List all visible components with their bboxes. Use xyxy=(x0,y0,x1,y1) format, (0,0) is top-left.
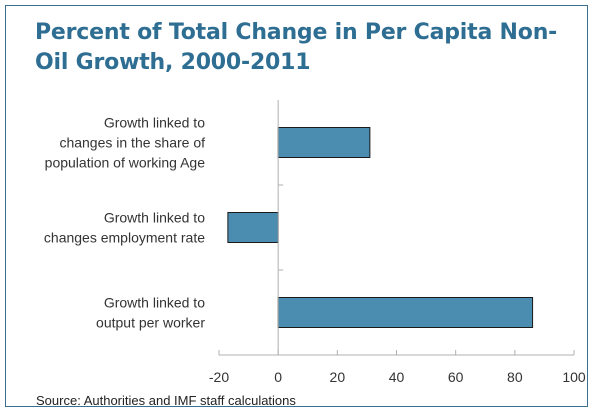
category-label-line: output per worker xyxy=(96,315,205,331)
bar xyxy=(227,212,279,243)
category-label-line: population of working Age xyxy=(45,155,206,171)
x-tick-label: 80 xyxy=(507,369,523,385)
x-tick-label: 40 xyxy=(389,369,405,385)
axes xyxy=(218,100,575,356)
x-tick-label: -20 xyxy=(209,369,229,385)
category-label-line: Growth linked to xyxy=(104,295,205,311)
category-label: Growth linked to changes in the share of p… xyxy=(45,115,206,171)
x-tick-label: 0 xyxy=(274,369,282,385)
x-tick-label: 20 xyxy=(330,369,346,385)
category-label-line: Growth linked to xyxy=(104,115,205,131)
source-note: Source: Authorities and IMF staff calcul… xyxy=(36,393,296,408)
bar xyxy=(277,127,371,158)
bars xyxy=(227,127,534,328)
category-labels: Growth linked to changes in the share of p… xyxy=(44,115,205,331)
x-tick-label: 60 xyxy=(448,369,464,385)
chart-title: Percent of Total Change in Per Capita No… xyxy=(35,20,558,75)
bar xyxy=(277,297,534,328)
category-label-line: changes employment rate xyxy=(44,230,205,246)
category-label: Growth linked to output per worker xyxy=(96,295,205,331)
category-label: Growth linked to changes employment rate xyxy=(44,210,205,246)
category-label-line: changes in the share of xyxy=(59,135,205,151)
chart-frame xyxy=(5,5,588,407)
category-label-line: Growth linked to xyxy=(104,210,205,226)
x-tick-label: 100 xyxy=(562,369,586,385)
tick-labels: -20 0 20 40 60 80 100 xyxy=(209,369,586,385)
